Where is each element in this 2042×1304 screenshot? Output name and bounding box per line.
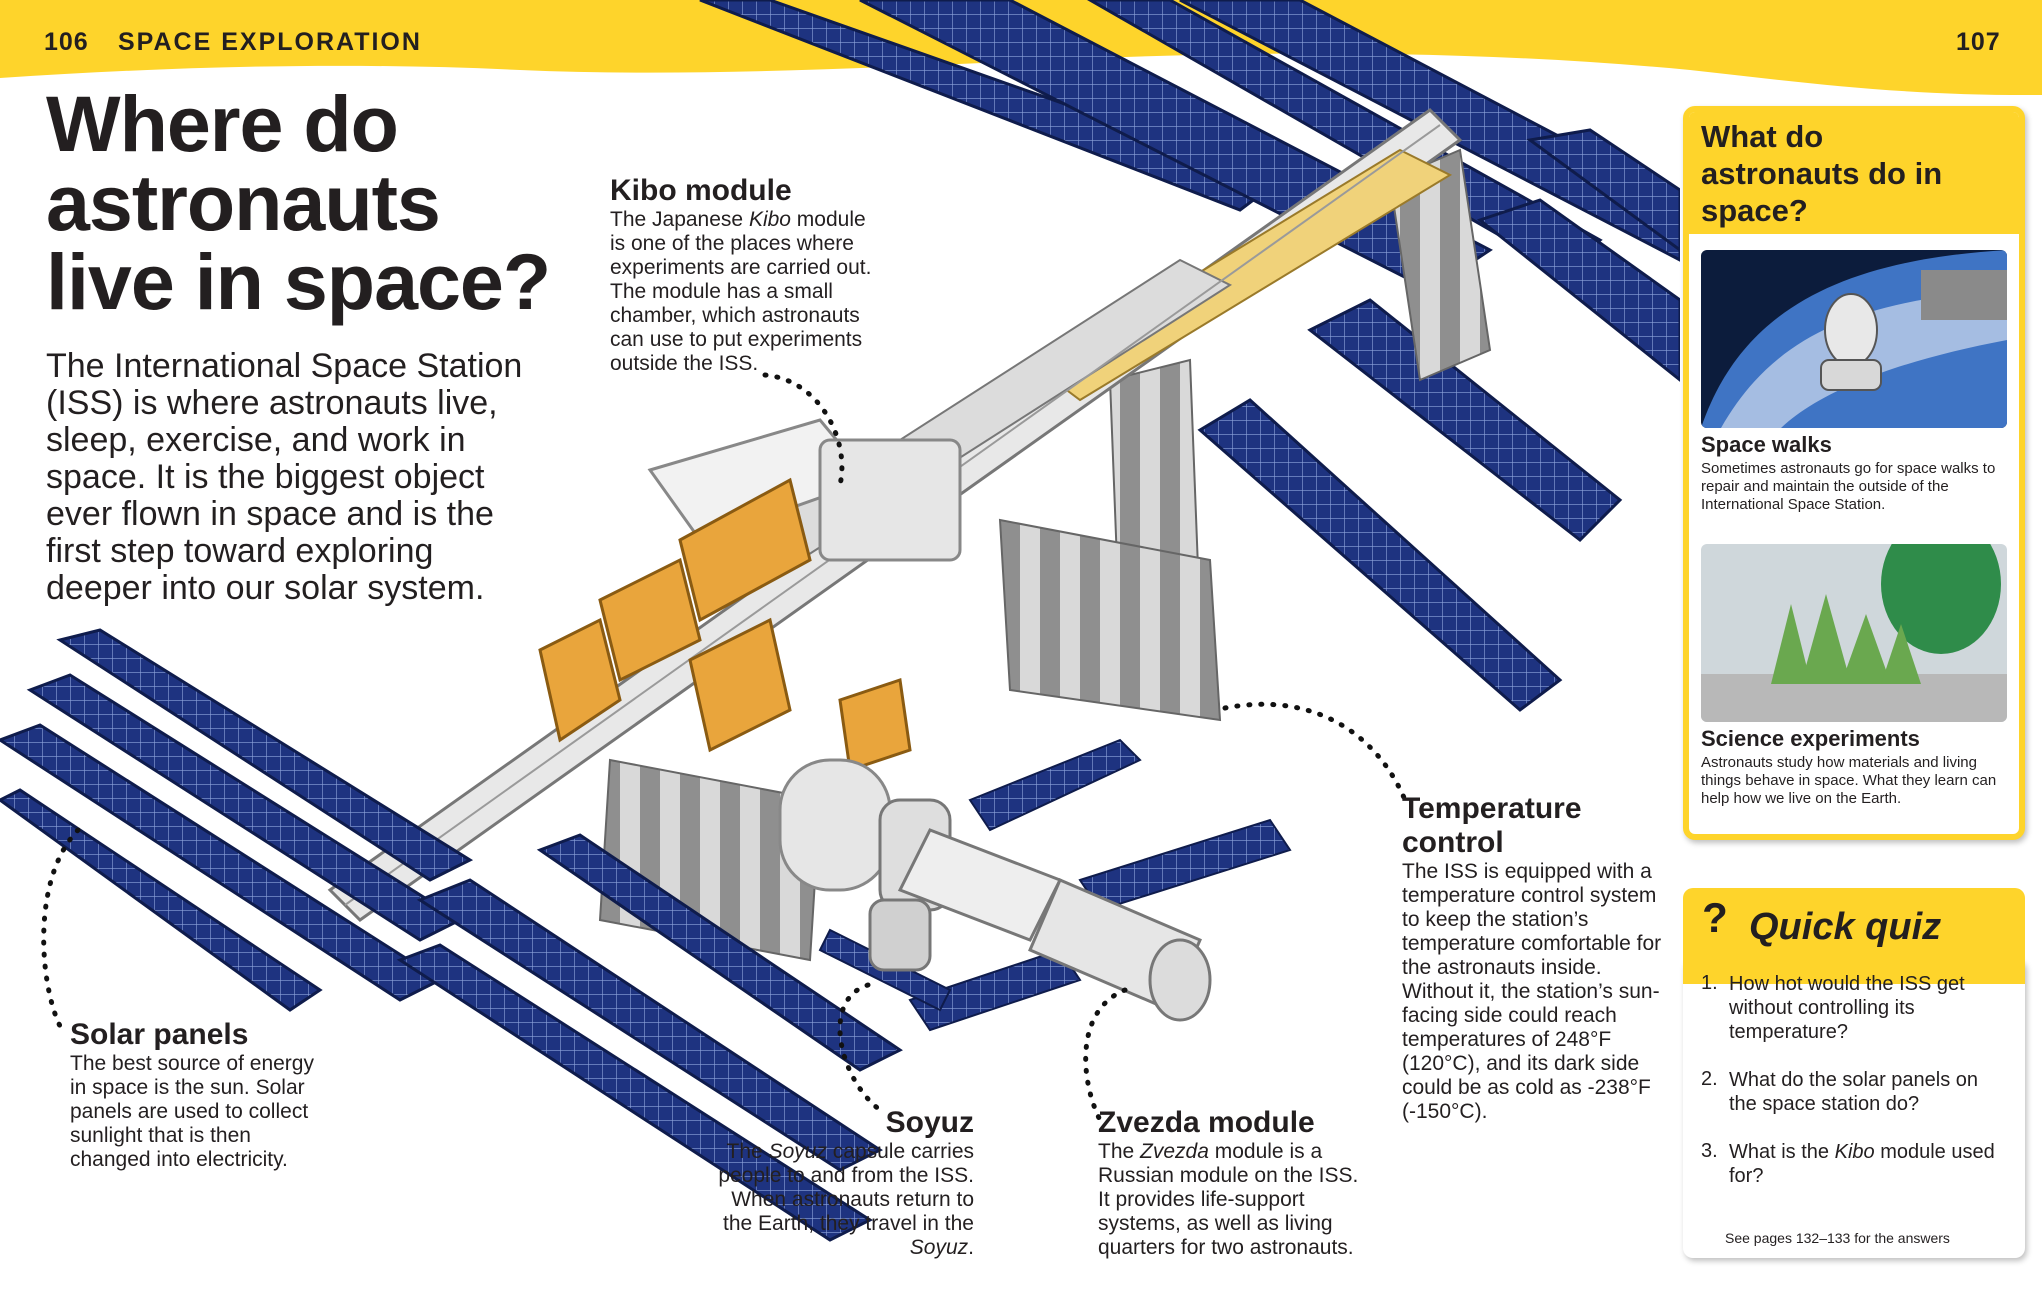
quiz-question-3-italic: Kibo [1834,1141,1875,1163]
node-module [778,758,892,892]
kibo-heading: Kibo module [610,174,792,207]
quiz-question-number: 2. [1701,1068,1718,1090]
kibo-callout: Kibo module The Japanese Kibo module is … [610,174,880,376]
zvezda-array-upper [968,738,1142,832]
lower-solar-array [0,628,903,1242]
quiz-body [1683,958,2025,1258]
right-page-number: 107 [1956,28,2001,56]
space-walks-text: Sometimes astronauts go for space walks … [1701,460,1996,513]
quiz-question-3: What is the Kibo module used for? [1729,1140,1999,1188]
zvezda-text-part: module is a Russian module on the ISS. I… [1098,1140,1359,1259]
kibo-text-part: The Japanese [610,208,749,231]
quiz-question-3-part: What is the [1729,1141,1835,1163]
kibo-text: The Japanese Kibo module is one of the p… [610,208,880,376]
leader-lines [41,372,1408,1123]
zvezda-heading: Zvezda module [1098,1106,1315,1139]
radiator-lower [998,518,1222,722]
soyuz-text: The Soyuz capsule carries people to and … [700,1140,974,1260]
section-title: SPACE EXPLORATION [118,28,422,56]
solar-callout: Solar panels The best source of energy i… [70,1018,320,1172]
quiz-question-3-part: module used for? [1729,1141,1995,1187]
intro-paragraph: The International Space Station (ISS) is… [46,347,523,607]
quiz-title: Quick quiz [1749,906,1942,948]
sidebar-title: What do astronauts do in space? [1701,119,1943,228]
soyuz-text-part: . [968,1236,974,1259]
temperature-callout: Temperature control The ISS is equipped … [1402,792,1662,1124]
kibo-module [538,418,962,772]
sidebar-panel: What do astronauts do in space? Space wa… [1683,106,2025,840]
quiz-question-number: 3. [1701,1140,1718,1162]
quiz-question-1: How hot would the ISS get without contro… [1729,973,1965,1043]
quick-quiz: ? Quick quiz 1. How hot would the ISS ge… [1683,888,2025,1260]
space-walks-title: Space walks [1701,432,1832,457]
left-page-number: 106 [44,28,89,56]
space-walk-photo [1701,250,2007,428]
soyuz-callout: Soyuz The Soyuz capsule carries people t… [700,1106,974,1260]
solar-text: The best source of energy in space is th… [70,1052,314,1171]
radiator-upper [1388,148,1492,382]
quiz-question-number: 1. [1701,972,1718,994]
temperature-heading: Temperature control [1402,792,1582,859]
science-experiments-title: Science experiments [1701,726,1920,751]
solar-heading: Solar panels [70,1018,249,1051]
soyuz-heading: Soyuz [885,1106,974,1139]
iss-illustration [0,0,1680,1242]
zvezda-array-lower [908,948,1082,1032]
soyuz-text-part: capsule carries people to and from the I… [718,1140,974,1235]
quiz-header [1683,888,2025,984]
temperature-text: The ISS is equipped with a temperature c… [1402,860,1662,1123]
zvezda-text: The Zvezda module is a Russian module on… [1098,1140,1368,1260]
kibo-text-part: module is one of the places where experi… [610,208,872,375]
question-mark-icon: ? [1702,894,1728,941]
science-experiment-photo [1701,544,2007,722]
zvezda-callout: Zvezda module The Zvezda module is a Rus… [1098,1106,1368,1260]
zvezda-spacecraft [897,828,1212,1022]
kibo-text-italic: Kibo [748,208,791,231]
soyuz-text-italic: Soyuz [909,1236,969,1259]
page-title: Where do astronauts live in space? [46,79,551,326]
answers-note: See pages 132–133 for the answers [1725,1230,1950,1246]
zvezda-array-right [1078,818,1292,912]
science-experiments-text: Astronauts study how materials and livin… [1701,754,1997,807]
zvezda-text-part: The [1098,1140,1141,1163]
soyuz-text-part: The [726,1140,769,1163]
quiz-question-2: What do the solar panels on the space st… [1729,1069,1979,1115]
sidebar-header [1689,112,2019,234]
zvezda-text-italic: Zvezda [1140,1140,1209,1163]
soyuz-text-italic: Soyuz [768,1140,827,1163]
